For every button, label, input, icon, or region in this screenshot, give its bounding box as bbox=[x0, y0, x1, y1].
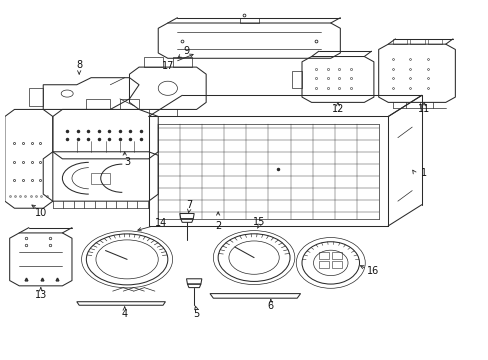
Text: 15: 15 bbox=[252, 217, 264, 227]
Text: 10: 10 bbox=[35, 208, 47, 218]
Text: 8: 8 bbox=[76, 60, 82, 70]
Text: 3: 3 bbox=[124, 157, 130, 167]
Text: 13: 13 bbox=[35, 290, 47, 300]
Text: 11: 11 bbox=[417, 104, 429, 114]
Text: 5: 5 bbox=[193, 309, 199, 319]
Text: 16: 16 bbox=[366, 266, 378, 276]
Text: 14: 14 bbox=[154, 218, 166, 228]
Text: 1: 1 bbox=[420, 168, 427, 178]
Text: 4: 4 bbox=[122, 309, 127, 319]
Text: 2: 2 bbox=[215, 221, 221, 231]
Text: 12: 12 bbox=[331, 104, 344, 114]
Text: 6: 6 bbox=[267, 301, 273, 311]
Text: 9: 9 bbox=[183, 46, 189, 56]
Text: 17: 17 bbox=[162, 61, 174, 71]
Text: 7: 7 bbox=[186, 200, 192, 210]
